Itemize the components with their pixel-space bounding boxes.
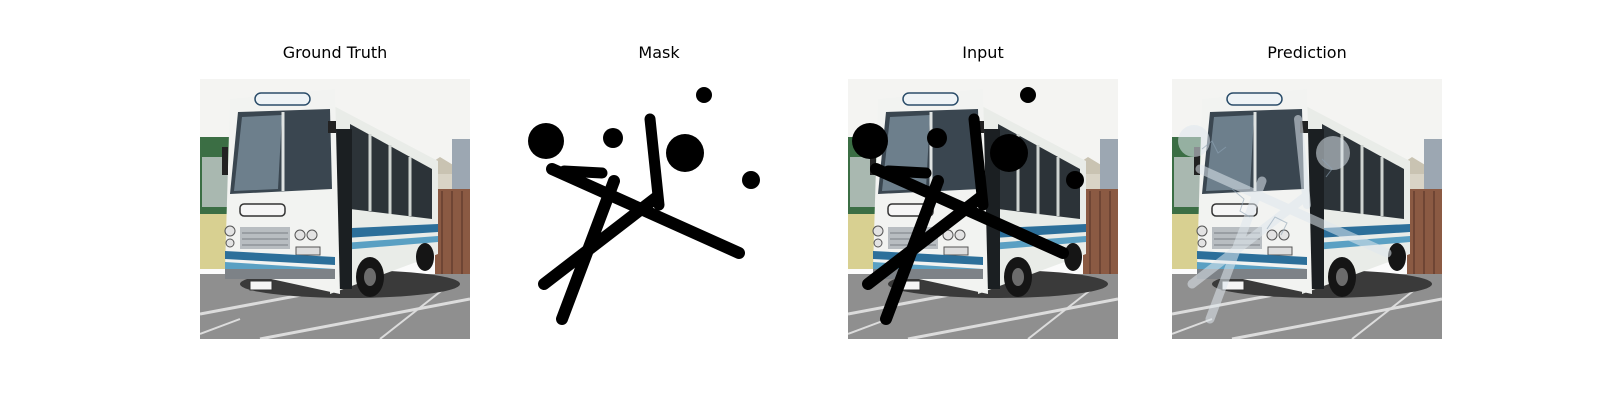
panel-title: Prediction [1267, 43, 1347, 62]
ground-truth-image [200, 79, 470, 339]
panel-title: Input [962, 43, 1004, 62]
input-image [848, 79, 1118, 339]
prediction-panel: Prediction [1172, 0, 1442, 400]
ground-truth-panel: Ground Truth [200, 0, 470, 400]
panel-title: Mask [638, 43, 680, 62]
mask-image [524, 79, 794, 339]
prediction-image [1172, 79, 1442, 339]
input-panel: Input [848, 0, 1118, 400]
panel-title: Ground Truth [282, 43, 388, 62]
mask-panel: Mask [524, 0, 794, 400]
